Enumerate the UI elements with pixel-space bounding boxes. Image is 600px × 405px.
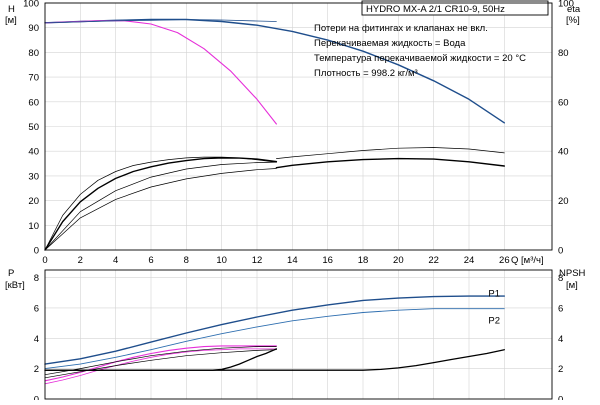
- y-left-tick-label: 20: [28, 196, 39, 207]
- y-right-tick-label: 2: [558, 364, 563, 375]
- x-tick-label: 4: [113, 255, 118, 266]
- top-right-axis-unit: [%]: [566, 15, 580, 26]
- y-right-tick-label: 80: [558, 48, 569, 59]
- top-series-1: [44, 20, 277, 125]
- y-right-tick-label: 4: [558, 334, 563, 345]
- y-right-tick-label: 8: [558, 273, 563, 284]
- x-tick-label: 16: [322, 255, 333, 266]
- y-left-tick-label: 40: [28, 147, 39, 158]
- series-layer: [44, 18, 505, 385]
- y-left-tick-label: 100: [23, 0, 39, 10]
- y-right-tick-label: 0: [558, 395, 563, 401]
- y-left-tick-label: 2: [34, 364, 39, 375]
- bottom-left-axis-symbol: P: [8, 268, 14, 279]
- y-right-tick-label: 20: [558, 196, 569, 207]
- y-right-tick-label: 40: [558, 147, 569, 158]
- y-left-tick-label: 8: [34, 273, 39, 284]
- y-left-tick-label: 10: [28, 221, 39, 232]
- top-series-2: [44, 19, 277, 24]
- x-tick-label: 8: [184, 255, 189, 266]
- top-series-0: [44, 18, 505, 124]
- x-tick-label: 18: [358, 255, 369, 266]
- y-right-tick-label: 60: [558, 97, 569, 108]
- bottom-series-7: [44, 349, 505, 371]
- x-tick-label: 0: [42, 255, 47, 266]
- y-left-tick-label: 80: [28, 48, 39, 59]
- top-series-4: [44, 157, 278, 251]
- y-left-tick-label: 30: [28, 171, 39, 182]
- info-note-losses: Потери на фитингах и клапанах не вкл.: [314, 23, 488, 34]
- top-panel-frame: [44, 2, 553, 251]
- bottom-series-4: [44, 346, 277, 376]
- bottom-right-axis-unit: [м]: [566, 280, 578, 291]
- y-left-tick-label: 6: [34, 303, 39, 314]
- y-right-tick-label: 6: [558, 303, 563, 314]
- bottom-panel-frame: [44, 269, 553, 400]
- top-series-5: [44, 161, 277, 251]
- x-tick-label: 24: [464, 255, 475, 266]
- top-series-8: [275, 157, 505, 169]
- x-tick-label: 10: [216, 255, 227, 266]
- y-left-tick-label: 0: [34, 246, 39, 257]
- x-tick-label: 14: [287, 255, 298, 266]
- top-right-axis-symbol: eta: [567, 4, 581, 15]
- bottom-left-axis-unit: [кВт]: [5, 280, 25, 291]
- series-label-p1: P1: [488, 288, 500, 299]
- chart-title: HYDRO MX-A 2/1 CR10-9, 50Hz: [366, 4, 505, 15]
- bottom-right-axis-symbol: NPSH: [559, 268, 586, 279]
- y-right-tick-label: 0: [558, 246, 563, 257]
- y-right-tick-label: 100: [558, 0, 574, 10]
- info-note-density: Плотность = 998.2 кг/м³: [314, 68, 418, 79]
- x-tick-label: 22: [428, 255, 439, 266]
- bottom-series-p1: [44, 295, 505, 365]
- x-tick-label: 12: [252, 255, 263, 266]
- x-tick-label: 20: [393, 255, 404, 266]
- top-left-axis-symbol: H: [8, 4, 15, 15]
- x-tick-label: 2: [78, 255, 83, 266]
- y-left-tick-label: 4: [34, 334, 39, 345]
- info-note-liquid: Перекачиваемая жидкость = Вода: [314, 38, 466, 49]
- info-note-temperature: Температура перекачиваемой жидкости = 20…: [314, 53, 526, 64]
- y-left-tick-label: 50: [28, 122, 39, 133]
- x-tick-label: 26: [499, 255, 510, 266]
- y-left-tick-label: 90: [28, 23, 39, 34]
- y-left-tick-label: 70: [28, 73, 39, 84]
- title-box: [361, 0, 549, 16]
- bottom-series-p2: [44, 308, 505, 370]
- y-left-tick-label: 60: [28, 97, 39, 108]
- top-left-axis-unit: [м]: [5, 15, 17, 26]
- top-series-6: [44, 168, 277, 251]
- bottom-series-3: [44, 348, 277, 385]
- x-axis-label: Q [м³/ч]: [511, 255, 544, 266]
- x-tick-label: 6: [148, 255, 153, 266]
- y-left-tick-label: 0: [34, 395, 39, 401]
- series-label-p2: P2: [488, 316, 500, 327]
- top-series-7: [276, 147, 505, 159]
- info-notes: Потери на фитингах и клапанах не вкл. Пе…: [314, 23, 526, 79]
